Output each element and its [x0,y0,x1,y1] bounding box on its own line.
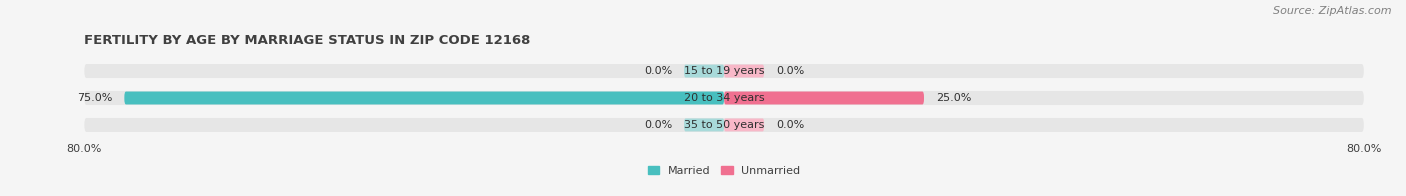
Text: 0.0%: 0.0% [776,120,804,130]
FancyBboxPatch shape [724,118,763,131]
Legend: Married, Unmarried: Married, Unmarried [643,162,806,180]
FancyBboxPatch shape [84,64,1364,78]
Text: 15 to 19 years: 15 to 19 years [683,66,765,76]
Text: 35 to 50 years: 35 to 50 years [683,120,765,130]
Text: 0.0%: 0.0% [776,66,804,76]
FancyBboxPatch shape [124,92,724,104]
FancyBboxPatch shape [84,118,1364,132]
Text: 75.0%: 75.0% [77,93,112,103]
Text: Source: ZipAtlas.com: Source: ZipAtlas.com [1274,6,1392,16]
FancyBboxPatch shape [724,65,763,77]
Text: 0.0%: 0.0% [644,120,672,130]
Text: 25.0%: 25.0% [936,93,972,103]
Text: 20 to 34 years: 20 to 34 years [683,93,765,103]
Text: FERTILITY BY AGE BY MARRIAGE STATUS IN ZIP CODE 12168: FERTILITY BY AGE BY MARRIAGE STATUS IN Z… [84,34,530,47]
FancyBboxPatch shape [724,92,924,104]
FancyBboxPatch shape [84,91,1364,105]
FancyBboxPatch shape [685,65,724,77]
FancyBboxPatch shape [685,118,724,131]
Text: 0.0%: 0.0% [644,66,672,76]
